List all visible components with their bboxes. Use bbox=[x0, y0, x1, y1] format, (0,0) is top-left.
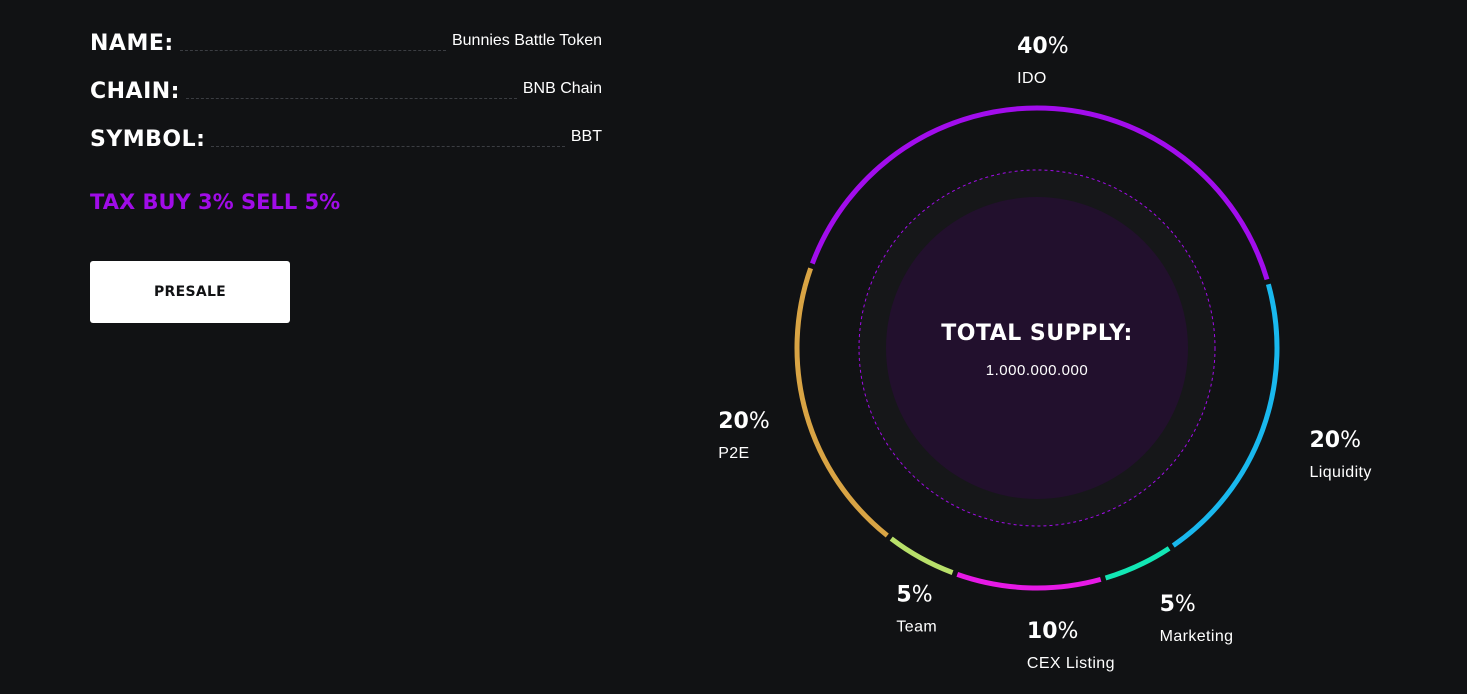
presale-button[interactable]: PRESALE bbox=[90, 261, 290, 323]
dotted-leader bbox=[211, 146, 565, 147]
slice-name: P2E bbox=[718, 445, 749, 462]
center-disc bbox=[886, 197, 1188, 499]
slice-arc-cex-listing bbox=[956, 572, 1102, 591]
percent-sign: % bbox=[1048, 34, 1069, 59]
percent-sign: % bbox=[749, 409, 770, 434]
percent-value: 40 bbox=[1017, 34, 1048, 59]
total-supply-title: TOTAL SUPPLY: bbox=[941, 321, 1133, 346]
slice-arc-liquidity bbox=[1171, 283, 1280, 548]
donut-rings bbox=[858, 169, 1216, 527]
percent-sign: % bbox=[912, 583, 933, 608]
token-name-label: NAME: bbox=[90, 31, 174, 56]
slice-name: Liquidity bbox=[1310, 464, 1372, 481]
slice-name: CEX Listing bbox=[1027, 655, 1115, 672]
percent-value: 20 bbox=[1310, 428, 1341, 453]
token-name-row: NAME: Bunnies Battle Token bbox=[90, 25, 602, 55]
token-chain-row: CHAIN: BNB Chain bbox=[90, 73, 602, 103]
slice-percent: 20% bbox=[718, 409, 770, 434]
slice-label-p2e: 20%P2E bbox=[718, 409, 770, 462]
percent-sign: % bbox=[1340, 428, 1361, 453]
percent-value: 10 bbox=[1027, 619, 1058, 644]
slice-name: IDO bbox=[1017, 70, 1047, 87]
slice-percent: 40% bbox=[1017, 34, 1069, 59]
slice-arc-p2e bbox=[794, 267, 889, 538]
dotted-leader bbox=[179, 50, 446, 51]
percent-value: 20 bbox=[718, 409, 749, 434]
slice-name: Marketing bbox=[1160, 628, 1234, 645]
total-supply-value: 1.000.000.000 bbox=[986, 362, 1088, 379]
slice-percent: 20% bbox=[1310, 428, 1362, 453]
slice-arc-marketing bbox=[1104, 546, 1171, 581]
slice-label-liquidity: 20% Liquidity bbox=[1310, 428, 1372, 481]
slice-label-ido: 40%IDO bbox=[1017, 34, 1069, 87]
token-symbol-row: SYMBOL: BBT bbox=[90, 121, 602, 151]
token-chain-value: BNB Chain bbox=[522, 80, 602, 97]
token-name-value: Bunnies Battle Token bbox=[451, 32, 602, 49]
token-chain-label: CHAIN: bbox=[90, 79, 180, 104]
slice-percent: 10% bbox=[1027, 619, 1079, 644]
token-symbol-label: SYMBOL: bbox=[90, 127, 206, 152]
slice-arc-team bbox=[889, 536, 954, 575]
percent-value: 5 bbox=[1160, 592, 1175, 617]
percent-value: 5 bbox=[896, 583, 911, 608]
dotted-leader bbox=[185, 98, 517, 99]
token-symbol-value: BBT bbox=[570, 128, 602, 145]
slice-name: Team bbox=[896, 619, 937, 636]
percent-sign: % bbox=[1175, 592, 1196, 617]
slice-label-cex-listing: 10% CEX Listing bbox=[1027, 619, 1115, 672]
tax-info: TAX BUY 3% SELL 5% bbox=[90, 190, 341, 214]
slice-label-team: 5% Team bbox=[896, 583, 937, 636]
percent-sign: % bbox=[1058, 619, 1079, 644]
slice-arc-ido bbox=[810, 105, 1270, 281]
slice-percent: 5% bbox=[896, 583, 932, 608]
slice-label-marketing: 5% Marketing bbox=[1160, 592, 1234, 645]
donut-slices bbox=[794, 105, 1280, 591]
slice-percent: 5% bbox=[1160, 592, 1196, 617]
